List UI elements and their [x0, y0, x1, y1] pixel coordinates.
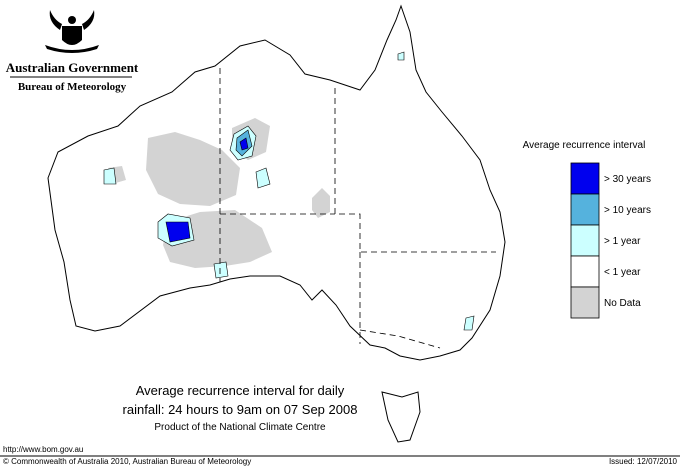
- legend-swatch: [570, 193, 600, 226]
- legend-swatch: [570, 162, 600, 195]
- coat-of-arms: [45, 10, 99, 53]
- copyright: © Commonwealth of Australia 2010, Austra…: [3, 457, 251, 466]
- issued-date: Issued: 12/07/2010: [609, 457, 678, 466]
- legend-title: Average recurrence interval: [523, 140, 646, 151]
- legend-label: > 30 years: [604, 174, 651, 185]
- legend-label: No Data: [604, 298, 641, 309]
- government-name: Australian Government: [6, 60, 139, 75]
- legend-label: < 1 year: [604, 267, 641, 278]
- tasmania-outline: [381, 391, 421, 443]
- legend-label: > 1 year: [604, 236, 641, 247]
- url: http://www.bom.gov.au: [3, 445, 83, 454]
- agency-name: Bureau of Meteorology: [18, 81, 127, 93]
- legend-swatch: [570, 255, 600, 288]
- map: [47, 4, 506, 443]
- state-borders: [219, 68, 496, 349]
- caption-line: Average recurrence interval for daily: [136, 383, 345, 398]
- legend: > 30 years > 10 years > 1 year < 1 year No D…: [570, 162, 651, 319]
- legend-swatch: [570, 224, 600, 257]
- rainfall-areas: [103, 51, 475, 331]
- caption-line: rainfall: 24 hours to 9am on 07 Sep 2008: [123, 402, 358, 417]
- legend-label: > 10 years: [604, 205, 651, 216]
- caption-credit: Product of the National Climate Centre: [154, 422, 326, 433]
- australia-outline: [47, 4, 506, 361]
- legend-swatch: [570, 286, 600, 319]
